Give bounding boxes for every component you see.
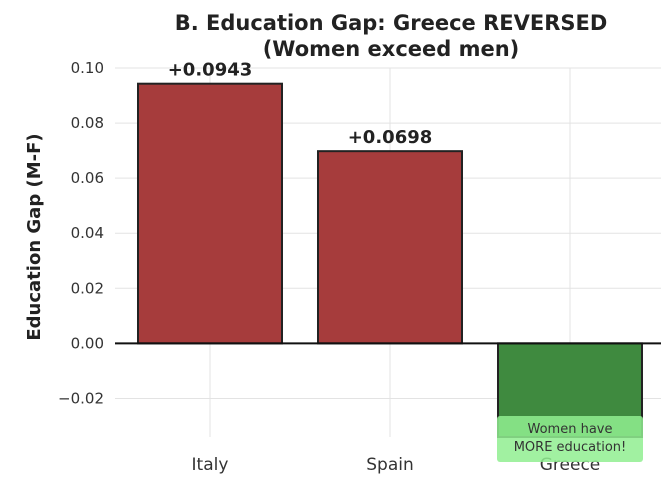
y-tick-label: 0.10 [71, 59, 104, 77]
bar-value-labels: +0.0943 +0.0698 [168, 60, 433, 148]
chart-title-line-1: B. Education Gap: Greece REVERSED [175, 11, 608, 35]
annotation-box [497, 416, 643, 462]
greece-annotation: Women have MORE education! [497, 416, 643, 462]
y-axis-label: Education Gap (M-F) [24, 133, 45, 340]
chart-title: B. Education Gap: Greece REVERSED (Women… [175, 11, 608, 61]
y-tick-label: −0.02 [58, 389, 104, 407]
y-tick-label: 0.08 [71, 114, 104, 132]
x-tick-label: Spain [366, 455, 414, 475]
annotation-text: Women have [528, 422, 613, 437]
bar-italy [137, 82, 283, 345]
annotation-text: MORE education! [514, 440, 627, 455]
y-tick-label: 0.04 [71, 224, 104, 242]
chart-title-line-2: (Women exceed men) [263, 37, 520, 61]
x-tick-label: Italy [192, 455, 229, 475]
bar-value-label: +0.0943 [168, 60, 253, 81]
y-tick-label: 0.02 [71, 279, 104, 297]
bar-spain [317, 150, 463, 345]
y-tick-label: 0.00 [71, 334, 104, 352]
bar-value-label: +0.0698 [348, 127, 433, 148]
y-tick-label: 0.06 [71, 169, 104, 187]
y-axis-ticks: −0.02 0.00 0.02 0.04 0.06 0.08 0.10 [58, 59, 104, 407]
